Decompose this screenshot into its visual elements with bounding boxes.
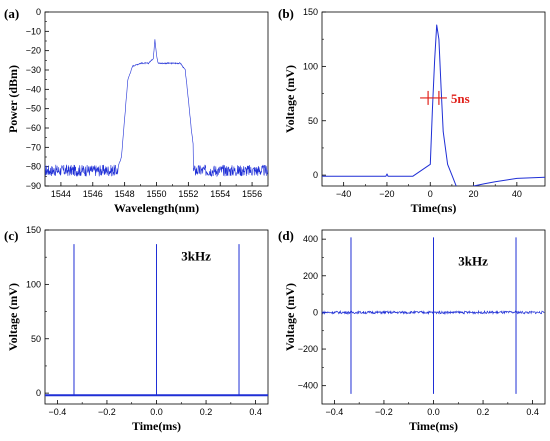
y-tick-label: 200 <box>303 271 318 281</box>
y-tick-label: 0 <box>313 170 318 180</box>
panel-label: (c) <box>4 228 18 243</box>
y-tick-label: −30 <box>26 65 41 75</box>
x-tick-label: 1556 <box>242 189 262 199</box>
plot-frame <box>321 11 546 187</box>
y-tick-label: 150 <box>303 7 318 17</box>
x-tick-label: 1554 <box>210 189 230 199</box>
y-tick-label: −200 <box>298 344 318 354</box>
plot-frame <box>44 11 269 187</box>
x-tick-label: 0 <box>428 189 433 199</box>
x-axis-title: Time(ms) <box>132 419 181 433</box>
y-tick-label: −80 <box>26 162 41 172</box>
panel-label: (b) <box>278 6 294 21</box>
y-axis-title: Voltage (mV) <box>6 283 20 351</box>
rep-rate-annotation: 3kHz <box>181 248 211 263</box>
x-axis-title: Wavelength(nm) <box>114 201 199 215</box>
y-tick-label: −70 <box>26 142 41 152</box>
chart-panel-3: (c) −0.4 −0.2 0.0 0.2 0.4 0 50 100 150 Time(ms) Vol… <box>4 225 269 433</box>
x-tick-label: 0.4 <box>249 407 262 417</box>
x-tick-label: −40 <box>336 189 351 199</box>
y-tick-label: −60 <box>26 123 41 133</box>
x-tick-label: 1550 <box>146 189 166 199</box>
x-tick-label: 1544 <box>51 189 71 199</box>
rep-rate-annotation: 3kHz <box>458 254 488 269</box>
y-tick-label: 50 <box>31 334 41 344</box>
x-tick-label: 1548 <box>115 189 135 199</box>
y-tick-label: −10 <box>26 26 41 36</box>
y-tick-label: 100 <box>26 279 41 289</box>
x-tick-label: 1552 <box>178 189 198 199</box>
panel-label: (d) <box>278 228 294 243</box>
x-tick-label: 0.0 <box>427 407 440 417</box>
chart-panel-4: (d) −0.4 −0.2 0.0 0.2 0.4 −400 −200 0 200 400 Time(… <box>278 228 546 433</box>
y-tick-label: 0 <box>313 307 318 317</box>
y-axis-title: Voltage (mV) <box>283 283 297 351</box>
y-tick-label: 400 <box>303 234 318 244</box>
y-tick-label: 0 <box>36 7 41 17</box>
x-axis-title: Time(ms) <box>409 419 458 433</box>
x-axis-title: Time(ns) <box>411 201 457 215</box>
y-tick-label: 150 <box>26 225 41 235</box>
x-tick-label: 20 <box>469 189 479 199</box>
x-tick-label: 0.2 <box>477 407 490 417</box>
y-tick-label: 50 <box>308 116 318 126</box>
x-tick-label: 0.2 <box>200 407 213 417</box>
x-tick-label: 0.4 <box>526 407 539 417</box>
y-tick-label: 0 <box>36 388 41 398</box>
x-tick-label: −0.2 <box>375 407 393 417</box>
x-tick-label: 0.0 <box>150 407 163 417</box>
y-tick-label: −90 <box>26 181 41 191</box>
y-axis-title: Voltage (mV) <box>283 65 297 133</box>
x-tick-label: −20 <box>379 189 394 199</box>
y-axis-title: Power (dBm) <box>6 65 20 133</box>
x-tick-label: −0.2 <box>98 407 116 417</box>
x-tick-label: −0.4 <box>325 407 343 417</box>
fwhm-annotation: 5ns <box>451 91 470 106</box>
y-tick-label: −400 <box>298 381 318 391</box>
y-tick-label: 100 <box>303 61 318 71</box>
panel-label: (a) <box>4 6 19 21</box>
y-tick-label: −50 <box>26 104 41 114</box>
x-tick-label: 40 <box>512 189 522 199</box>
chart-panel-1: (a) 1544 1546 1548 1550 1552 1554 1556 −90 −80 −70… <box>4 6 269 215</box>
x-tick-label: −0.4 <box>48 407 66 417</box>
y-tick-label: −40 <box>26 84 41 94</box>
y-tick-label: −20 <box>26 46 41 56</box>
x-tick-label: 1546 <box>83 189 103 199</box>
chart-panel-2: (b) −40 −20 0 20 40 0 50 100 150 Time(ns) Voltage (… <box>278 6 546 215</box>
spectrum-trace <box>45 39 268 178</box>
pulse-trace <box>322 24 545 186</box>
